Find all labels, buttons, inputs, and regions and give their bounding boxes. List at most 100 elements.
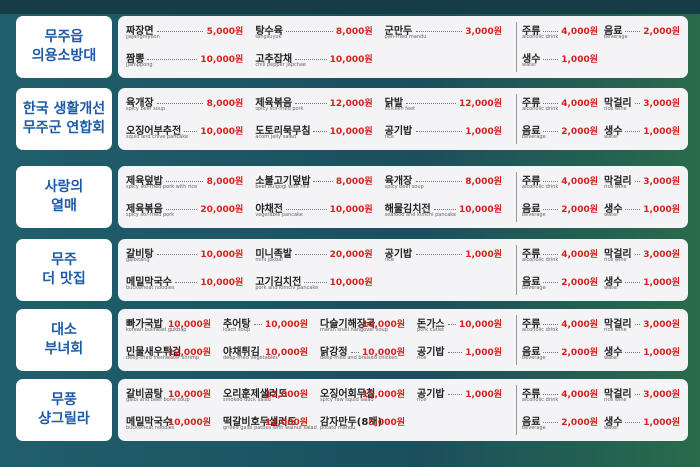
item-price: 10,000원 xyxy=(200,250,244,260)
leader xyxy=(543,254,558,255)
item-english: water xyxy=(604,285,619,291)
menu-item: 주류 4,000원 alcoholic drink xyxy=(522,172,598,198)
menu-item: 주류 4,000원 alcoholic drink xyxy=(522,315,598,341)
divider xyxy=(516,172,517,222)
leader xyxy=(635,324,640,325)
item-english: beverage xyxy=(522,355,546,361)
item-name: 미니족발 xyxy=(255,249,293,260)
menu-item: 막걸리 3,000원 rice wine xyxy=(604,315,680,341)
item-price: 20,000원 xyxy=(200,205,244,215)
item-price: 10,000원 xyxy=(329,127,373,137)
item-name: 생수 xyxy=(522,54,541,65)
item-english: rice wine xyxy=(604,327,627,333)
item-price: 10,000원 xyxy=(264,320,308,330)
item-price: 3,000원 xyxy=(643,320,680,330)
menu-item: 생수 1,000원 water xyxy=(604,122,680,148)
vendor-label: 무주 더 맛집 xyxy=(16,239,112,301)
leader xyxy=(543,282,558,283)
item-price: 10,000원 xyxy=(167,320,211,330)
menu-item: 빠가국밥 10,000원 korean bullhead gukbap xyxy=(126,315,211,341)
item-english: rice xyxy=(417,397,427,403)
item-price: 2,000원 xyxy=(561,205,598,215)
item-name: 제육볶음 xyxy=(126,204,163,215)
item-english: beverage xyxy=(522,212,546,218)
leader xyxy=(448,324,456,325)
divider xyxy=(516,22,517,72)
vendor-label: 무풍 샹그릴라 xyxy=(16,379,112,441)
leader xyxy=(415,254,462,255)
menu-item: 음료 2,000원 beverage xyxy=(522,122,598,148)
menu-item: 야채전 10,000원 vegetable pancake xyxy=(255,200,372,226)
menu-item: 미니족발 20,000원 mini jokbal xyxy=(255,245,372,271)
item-price: 1,000원 xyxy=(643,418,680,428)
leader xyxy=(543,209,558,210)
item-price: 4,000원 xyxy=(561,99,598,109)
vendor-line: 부녀회 xyxy=(44,341,84,357)
menu-item: 갈비탕 10,000원 galbitang xyxy=(126,245,243,271)
item-name: 생수 xyxy=(604,417,623,428)
item-price: 15,000원 xyxy=(361,390,405,400)
menu-item: 공기밥 1,000원 rice xyxy=(385,122,502,148)
item-english: marsh snail hangover soup xyxy=(320,327,388,333)
item-name: 고추잡채 xyxy=(255,54,293,65)
item-price: 10,000원 xyxy=(329,55,373,65)
leader xyxy=(543,324,558,325)
item-english: smoked duck salad xyxy=(223,397,271,403)
item-name: 메밀막국수 xyxy=(126,417,172,428)
item-name: 메밀막국수 xyxy=(126,277,172,288)
menu-item: 야채튀김 10,000원 deep-fried vegetables xyxy=(223,343,308,369)
menu-panel: 갈비탕 10,000원 galbitang 메밀막국수 10,000원 buckwheat… xyxy=(118,239,688,301)
item-english: Jjamppong xyxy=(126,62,153,68)
leader xyxy=(635,181,640,182)
divider xyxy=(516,315,517,365)
item-english: spicy beef soup xyxy=(384,184,424,190)
menu-panel: 갈비곰탕 10,000원 galbi and beef bone soup 메밀막국수… xyxy=(118,379,688,441)
leader xyxy=(625,352,640,353)
item-english: spicy stir-fried pork xyxy=(126,212,175,218)
item-name: 오징어부추전 xyxy=(126,126,182,137)
item-english: loach soup xyxy=(223,327,251,333)
item-name: 오리훈제샐러드 xyxy=(223,389,288,400)
item-name: 빠가국밥 xyxy=(126,319,163,330)
item-price: 5,000원 xyxy=(206,27,244,37)
item-price: 10,000원 xyxy=(264,348,308,358)
item-english: acorn jelly salad xyxy=(255,134,297,140)
item-name: 다슬기해장국 xyxy=(320,319,376,330)
leader xyxy=(625,282,640,283)
leader xyxy=(415,131,462,132)
vendor-label: 한국 생활개선 무주군 연합회 xyxy=(16,88,112,150)
item-name: 도토리묵무침 xyxy=(255,126,311,137)
menu-item: 생수 1,000원 water xyxy=(604,413,680,439)
leader xyxy=(625,31,640,32)
item-english: rice wine xyxy=(604,397,627,403)
item-price: 2,000원 xyxy=(561,348,598,358)
item-english: squid and chive pancake xyxy=(126,134,189,140)
item-price: 1,000원 xyxy=(643,205,680,215)
leader xyxy=(295,59,327,60)
item-price: 3,000원 xyxy=(643,177,680,187)
leader xyxy=(543,131,558,132)
item-english: chicken feet xyxy=(384,106,416,112)
leader xyxy=(635,394,640,395)
item-english: pork and kimchi pancake xyxy=(255,285,319,291)
item-name: 고기김치전 xyxy=(255,277,302,288)
menu-item: 막걸리 3,000원 rice wine xyxy=(604,385,680,411)
item-price: 4,000원 xyxy=(561,177,598,187)
item-price: 1,000원 xyxy=(643,278,680,288)
menu-item: 갈비곰탕 10,000원 galbi and beef bone soup xyxy=(126,385,211,411)
item-english: rice xyxy=(384,134,394,140)
menu-item: 닭발 12,000원 chicken feet xyxy=(385,94,502,120)
item-english: chili pepper japchae xyxy=(255,62,307,68)
menu-item: 주류 4,000원 alcoholic drink xyxy=(522,245,598,271)
menu-item: 오징어부추전 10,000원 squid and chive pancake xyxy=(126,122,243,148)
item-price: 4,000원 xyxy=(561,250,598,260)
leader xyxy=(635,254,640,255)
leader xyxy=(448,394,462,395)
item-price: 1,000원 xyxy=(465,250,502,260)
menu-item: 오징어회무침 15,000원 spicy raw squid salad xyxy=(320,385,405,411)
vendor-line: 대소 xyxy=(51,322,77,338)
item-price: 10,000원 xyxy=(329,278,373,288)
menu-item: 탕수육 8,000원 tangsuyuk xyxy=(255,22,372,48)
leader xyxy=(254,324,262,325)
menu-item: 떡갈비호두샐러드 12,000원 grilled galbi patties wit… xyxy=(223,413,317,439)
